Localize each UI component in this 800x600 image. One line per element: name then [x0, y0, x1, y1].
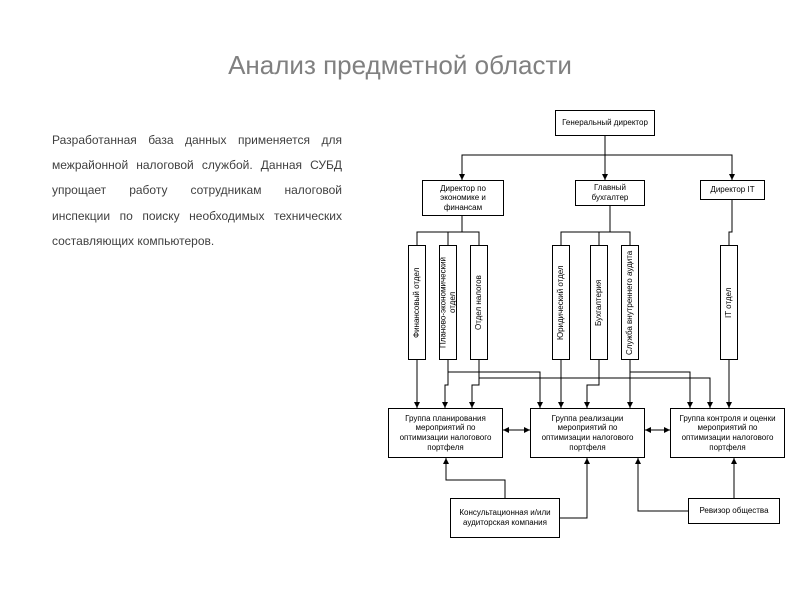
- edge: [462, 216, 479, 245]
- edge: [610, 206, 630, 245]
- node-plan_dep: Планово-экономический отдел: [439, 245, 457, 360]
- edge: [445, 360, 448, 408]
- node-fin_dep: Финансовый отдел: [408, 245, 426, 360]
- node-legal_dep: Юридический отдел: [552, 245, 570, 360]
- edge: [599, 206, 610, 245]
- edge: [462, 136, 605, 180]
- node-tax_dep: Отдел налогов: [470, 245, 488, 360]
- edge: [729, 200, 732, 245]
- node-consult: Консультационная и/или аудиторская компа…: [450, 498, 560, 538]
- edge: [448, 360, 540, 408]
- node-gen_dir: Генеральный директор: [555, 110, 655, 136]
- node-dir_fin: Директор по экономике и финансам: [422, 180, 504, 216]
- edge: [417, 216, 462, 245]
- edge: [560, 458, 587, 518]
- node-ch_acc: Главный бухгалтер: [575, 180, 645, 206]
- edge: [638, 458, 688, 511]
- slide-title: Анализ предметной области: [0, 50, 800, 81]
- node-grp_plan: Группа планирования мероприятий по оптим…: [388, 408, 503, 458]
- edge: [448, 216, 462, 245]
- node-grp_ctrl: Группа контроля и оценки мероприятий по …: [670, 408, 785, 458]
- node-dir_it: Директор IT: [700, 180, 765, 200]
- node-audit_dep: Служба внутреннего аудита: [621, 245, 639, 360]
- edge: [472, 360, 479, 408]
- edge: [561, 206, 610, 245]
- edge: [605, 136, 732, 180]
- edge: [587, 360, 599, 408]
- node-grp_real: Группа реализации мероприятий по оптимиз…: [530, 408, 645, 458]
- node-revisor: Ревизор общества: [688, 498, 780, 524]
- edge: [446, 458, 505, 498]
- edge: [479, 360, 710, 408]
- body-text: Разработанная база данных применяется дл…: [52, 128, 342, 254]
- org-chart-diagram: Генеральный директор Директор по экономик…: [360, 110, 780, 570]
- node-acc_dep: Бухгалтерия: [590, 245, 608, 360]
- node-it_dep: IT отдел: [720, 245, 738, 360]
- slide: Анализ предметной области Разработанная …: [0, 0, 800, 600]
- edge: [630, 360, 690, 408]
